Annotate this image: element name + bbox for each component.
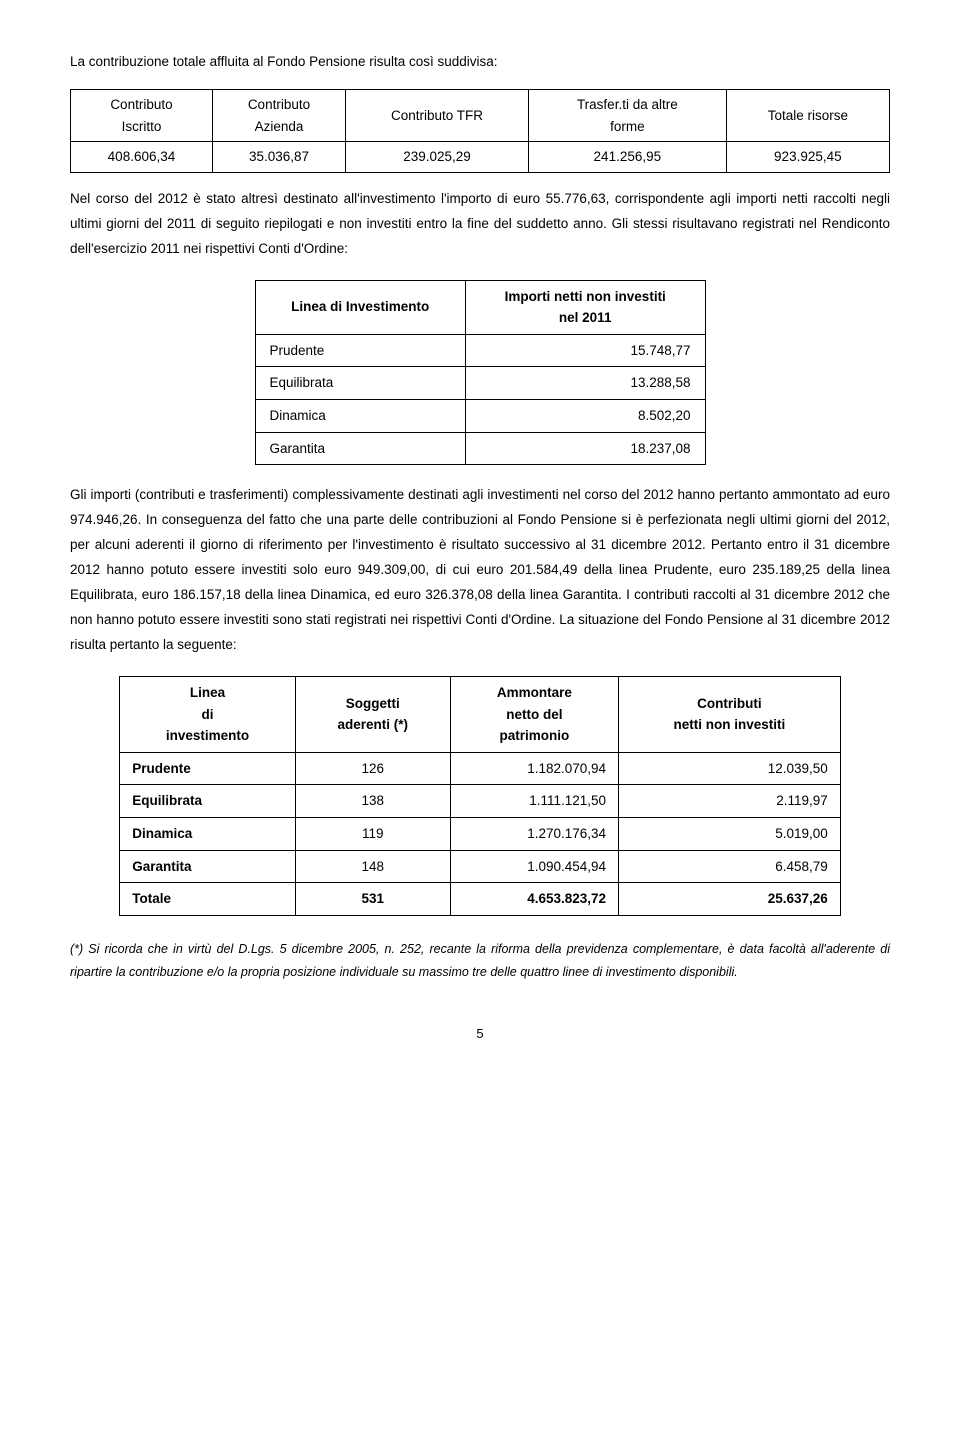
table-cell: 1.182.070,94 [450, 752, 618, 785]
header-line: aderenti (*) [337, 717, 408, 732]
table-cell: 1.270.176,34 [450, 817, 618, 850]
header-line: Contributo [110, 97, 172, 112]
table-cell: 13.288,58 [465, 367, 705, 400]
header-line: Contributo [248, 97, 310, 112]
table-cell: 35.036,87 [212, 142, 345, 173]
header-line: forme [610, 119, 645, 134]
table-cell: 4.653.823,72 [450, 883, 618, 916]
table-cell: 148 [295, 850, 450, 883]
col-header: Contributo Iscritto [71, 89, 213, 141]
col-header: Ammontare netto del patrimonio [450, 677, 618, 753]
header-line: netti non investiti [674, 717, 786, 732]
table-cell: Dinamica [120, 817, 296, 850]
table-cell: Prudente [120, 752, 296, 785]
table-cell: 119 [295, 817, 450, 850]
header-line: Ammontare [497, 685, 572, 700]
table-cell: 408.606,34 [71, 142, 213, 173]
table-cell: 239.025,29 [346, 142, 529, 173]
header-line: patrimonio [499, 728, 569, 743]
table-cell: Dinamica [255, 400, 465, 433]
footnote: (*) Si ricorda che in virtù del D.Lgs. 5… [70, 938, 890, 984]
table-cell: 2.119,97 [619, 785, 841, 818]
table-cell: Garantita [255, 432, 465, 465]
header-line: investimento [166, 728, 249, 743]
intro-paragraph: La contribuzione totale affluita al Fond… [70, 50, 890, 75]
table-cell: 8.502,20 [465, 400, 705, 433]
table-cell: 15.748,77 [465, 334, 705, 367]
table-cell: 241.256,95 [529, 142, 727, 173]
table-cell: Equilibrata [120, 785, 296, 818]
col-header: Soggetti aderenti (*) [295, 677, 450, 753]
col-header: Trasfer.ti da altre forme [529, 89, 727, 141]
col-header: Linea di Investimento [255, 280, 465, 334]
table-cell: 18.237,08 [465, 432, 705, 465]
header-line: Azienda [255, 119, 304, 134]
header-line: nel 2011 [559, 310, 612, 325]
paragraph-1: Nel corso del 2012 è stato altresì desti… [70, 187, 890, 262]
table-cell: Prudente [255, 334, 465, 367]
contributions-table: Contributo Iscritto Contributo Azienda C… [70, 89, 890, 173]
table-cell: Equilibrata [255, 367, 465, 400]
col-header: Contributi netti non investiti [619, 677, 841, 753]
col-header: Linea di investimento [120, 677, 296, 753]
table-cell: 126 [295, 752, 450, 785]
page-number: 5 [70, 1024, 890, 1044]
table-cell: 138 [295, 785, 450, 818]
table-cell: 1.111.121,50 [450, 785, 618, 818]
header-line: netto del [506, 707, 562, 722]
table-cell: 12.039,50 [619, 752, 841, 785]
non-invested-2011-table: Linea di Investimento Importi netti non … [255, 280, 706, 466]
header-line: Linea [190, 685, 225, 700]
table-cell: 531 [295, 883, 450, 916]
header-line: di [201, 707, 213, 722]
table-cell: Garantita [120, 850, 296, 883]
col-header: Contributo Azienda [212, 89, 345, 141]
table-cell: 5.019,00 [619, 817, 841, 850]
table-cell: Totale [120, 883, 296, 916]
header-line: Soggetti [346, 696, 400, 711]
paragraph-2: Gli importi (contributi e trasferimenti)… [70, 483, 890, 658]
col-header: Contributo TFR [346, 89, 529, 141]
col-header: Importi netti non investiti nel 2011 [465, 280, 705, 334]
col-header: Totale risorse [726, 89, 889, 141]
header-line: Importi netti non investiti [505, 289, 666, 304]
table-cell: 1.090.454,94 [450, 850, 618, 883]
table-cell: 25.637,26 [619, 883, 841, 916]
table-cell: 923.925,45 [726, 142, 889, 173]
header-line: Trasfer.ti da altre [577, 97, 678, 112]
table-cell: 6.458,79 [619, 850, 841, 883]
header-line: Contributi [697, 696, 761, 711]
fund-status-table: Linea di investimento Soggetti aderenti … [119, 676, 841, 916]
header-line: Iscritto [122, 119, 162, 134]
